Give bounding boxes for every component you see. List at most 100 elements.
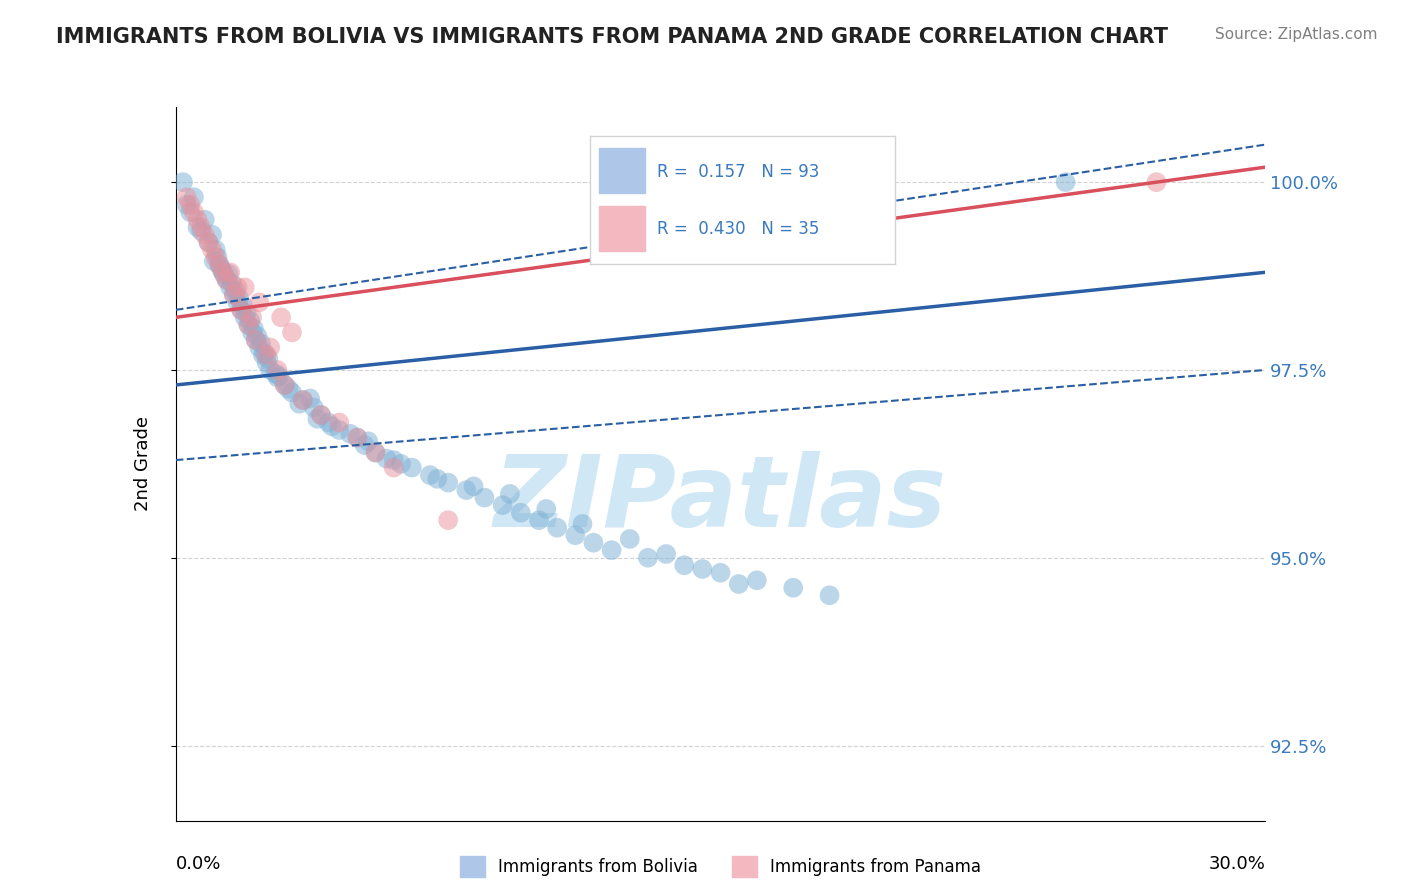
Point — [212, 265, 235, 279]
Point — [527, 513, 550, 527]
Point — [328, 423, 350, 437]
Point — [202, 254, 225, 268]
Point — [328, 416, 350, 430]
Point — [582, 535, 605, 549]
Point — [637, 550, 659, 565]
Point — [232, 299, 254, 313]
Point — [456, 483, 478, 497]
Point — [245, 333, 267, 347]
Point — [382, 460, 405, 475]
Point — [389, 457, 412, 471]
Point — [318, 416, 340, 430]
Point — [226, 295, 249, 310]
Point — [231, 302, 253, 317]
Point — [309, 408, 332, 422]
Point — [291, 392, 314, 407]
Point — [215, 273, 238, 287]
Point — [357, 434, 380, 449]
Point — [321, 419, 343, 434]
Point — [212, 265, 235, 279]
Point — [194, 227, 217, 242]
Point — [274, 378, 297, 392]
Point — [270, 310, 292, 325]
Point — [259, 340, 281, 354]
Point — [247, 295, 270, 310]
Point — [437, 475, 460, 490]
Point — [302, 401, 325, 415]
Point — [309, 408, 332, 422]
Point — [226, 280, 249, 294]
Point — [339, 426, 361, 441]
Point — [239, 314, 262, 328]
Point — [499, 487, 522, 501]
Point — [243, 321, 266, 335]
Point — [176, 190, 198, 204]
Point — [222, 288, 245, 302]
Point — [209, 261, 232, 276]
Point — [246, 329, 269, 343]
Point — [221, 277, 243, 291]
Point — [259, 363, 281, 377]
Point — [247, 340, 270, 354]
Point — [401, 460, 423, 475]
Point — [217, 267, 239, 281]
Point — [215, 273, 238, 287]
Point — [256, 355, 278, 369]
Y-axis label: 2nd Grade: 2nd Grade — [134, 417, 152, 511]
Point — [179, 205, 201, 219]
Point — [172, 175, 194, 189]
Legend: Immigrants from Bolivia, Immigrants from Panama: Immigrants from Bolivia, Immigrants from… — [460, 856, 981, 877]
Point — [382, 453, 405, 467]
Point — [228, 292, 250, 306]
Point — [186, 220, 209, 235]
Point — [307, 411, 329, 425]
Point — [186, 212, 209, 227]
Point — [201, 227, 224, 242]
Point — [235, 307, 257, 321]
Point — [201, 243, 224, 257]
Point — [233, 310, 256, 325]
Point — [225, 284, 247, 298]
Point — [1146, 175, 1168, 189]
Point — [492, 498, 515, 512]
Point — [288, 397, 311, 411]
Point — [264, 367, 287, 381]
Point — [277, 382, 299, 396]
Point — [364, 445, 387, 459]
Point — [375, 451, 398, 466]
Point — [208, 258, 231, 272]
Point — [252, 348, 274, 362]
Point — [818, 588, 841, 602]
Point — [219, 280, 242, 294]
Text: ZIPatlas: ZIPatlas — [494, 451, 948, 548]
Point — [179, 197, 201, 211]
Point — [281, 326, 304, 340]
Point — [204, 250, 226, 264]
Text: 0.0%: 0.0% — [176, 855, 221, 873]
Point — [299, 392, 322, 406]
Point — [250, 336, 273, 351]
Point — [207, 250, 229, 264]
Point — [190, 224, 212, 238]
Point — [571, 516, 593, 531]
Point — [600, 543, 623, 558]
Point — [346, 431, 368, 445]
Point — [727, 577, 749, 591]
Point — [183, 205, 205, 219]
Text: IMMIGRANTS FROM BOLIVIA VS IMMIGRANTS FROM PANAMA 2ND GRADE CORRELATION CHART: IMMIGRANTS FROM BOLIVIA VS IMMIGRANTS FR… — [56, 27, 1168, 46]
Point — [364, 445, 387, 459]
Point — [655, 547, 678, 561]
Point — [426, 472, 449, 486]
Text: 30.0%: 30.0% — [1209, 855, 1265, 873]
Point — [231, 302, 253, 317]
Point — [190, 220, 212, 235]
Point — [269, 368, 291, 383]
Point — [204, 243, 226, 257]
Point — [238, 318, 260, 332]
Point — [197, 235, 219, 250]
Point — [214, 268, 236, 283]
Point — [257, 351, 280, 366]
Point — [546, 521, 568, 535]
Point — [238, 318, 260, 332]
Point — [274, 378, 297, 392]
